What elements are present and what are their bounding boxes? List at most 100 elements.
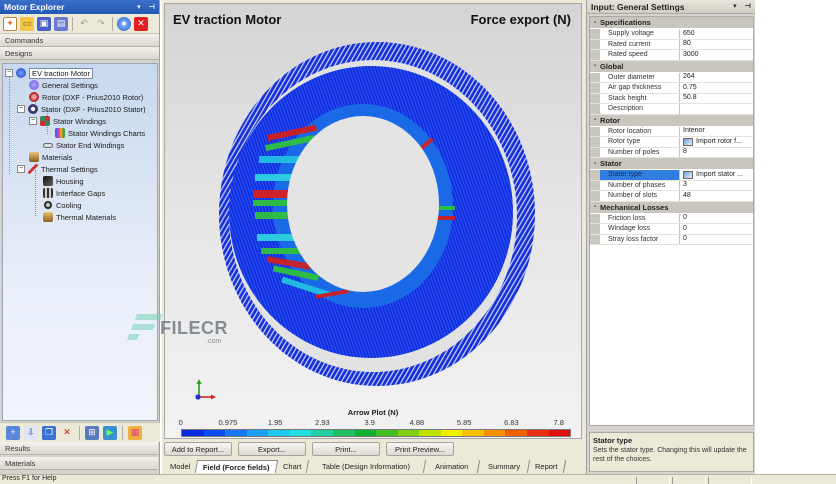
close-icon[interactable]: ✕ bbox=[134, 16, 148, 31]
property-value[interactable]: 0 bbox=[683, 235, 687, 243]
save-icon[interactable]: ▣ bbox=[37, 16, 51, 31]
tab-model[interactable]: Model bbox=[162, 460, 199, 473]
tree-item-stator[interactable]: − Stator (DXF - Prius2010 Stator) bbox=[17, 103, 146, 115]
property-row[interactable]: Rated current 80 bbox=[590, 39, 753, 50]
tab-table-design-information[interactable]: Table (Design Information) bbox=[307, 460, 427, 473]
import-icon[interactable]: ⇩ bbox=[24, 425, 38, 440]
new-icon[interactable]: ✦ bbox=[3, 16, 17, 31]
property-row[interactable]: Rated speed 3000 bbox=[590, 50, 753, 61]
tab-chart[interactable]: Chart bbox=[275, 460, 310, 473]
property-row[interactable]: Stray loss factor 0 bbox=[590, 234, 753, 245]
property-value[interactable]: 80 bbox=[683, 40, 691, 48]
property-row[interactable]: Number of phases 3 bbox=[590, 180, 753, 191]
export-button[interactable]: Export... bbox=[238, 442, 306, 456]
property-row[interactable]: Number of slots 48 bbox=[590, 191, 753, 202]
undo-icon[interactable]: ↶ bbox=[80, 18, 88, 28]
property-value[interactable] bbox=[680, 104, 753, 114]
property-value[interactable]: 8 bbox=[683, 148, 687, 156]
property-row[interactable]: Stack height 50.8 bbox=[590, 93, 753, 104]
property-row[interactable]: Rotor location Interior bbox=[590, 126, 753, 137]
pin-icon[interactable]: ⊣ bbox=[744, 3, 751, 10]
designs-section[interactable]: Designs bbox=[0, 47, 159, 60]
materials-icon bbox=[29, 152, 39, 162]
property-row[interactable]: Rotor type Import rotor f... bbox=[590, 137, 753, 148]
property-row[interactable]: Friction loss 0 bbox=[590, 213, 753, 224]
tree-item-rotor[interactable]: Rotor (DXF - Prius2010 Rotor) bbox=[29, 91, 143, 103]
commands-section[interactable]: Commands bbox=[0, 34, 159, 47]
property-row[interactable]: Number of poles 8 bbox=[590, 147, 753, 158]
tree-item-housing[interactable]: Housing bbox=[43, 175, 84, 187]
property-value[interactable]: Interior bbox=[683, 127, 705, 135]
force-field-viewport[interactable]: EV traction Motor Force export (N) bbox=[164, 3, 582, 439]
collapse-toggle-icon[interactable]: ▪ bbox=[593, 117, 597, 123]
print-button[interactable]: Print... bbox=[312, 442, 380, 456]
property-value[interactable]: 264 bbox=[683, 73, 695, 81]
collapse-toggle-icon[interactable]: ▪ bbox=[593, 63, 597, 69]
property-value[interactable]: 0 bbox=[683, 214, 687, 222]
collapse-toggle-icon[interactable]: ▪ bbox=[593, 19, 597, 26]
save-as-icon[interactable]: ▤ bbox=[54, 16, 68, 31]
tree-item-stator-end-windings[interactable]: Stator End Windings bbox=[43, 139, 124, 151]
property-row[interactable]: Air gap thickness 0.75 bbox=[590, 83, 753, 94]
tab-summary[interactable]: Summary bbox=[478, 460, 531, 473]
property-value[interactable]: 650 bbox=[683, 29, 695, 37]
category-specifications[interactable]: ▪ Specifications bbox=[590, 17, 753, 29]
import-file-icon[interactable] bbox=[683, 170, 693, 179]
import-file-icon[interactable] bbox=[683, 137, 693, 146]
add-design-icon[interactable]: + bbox=[6, 425, 20, 440]
tab-field-force-fields[interactable]: Field (Force fields) bbox=[196, 460, 279, 473]
tree-item-general-settings[interactable]: General Settings bbox=[29, 79, 98, 91]
category-rotor[interactable]: ▪ Rotor bbox=[590, 114, 753, 127]
legend-title: Arrow Plot (N) bbox=[347, 408, 399, 417]
property-value[interactable]: 0 bbox=[683, 224, 687, 232]
tab-report[interactable]: Report bbox=[527, 460, 566, 473]
tab-animation[interactable]: Animation bbox=[424, 460, 481, 473]
property-row[interactable]: Outer diameter 264 bbox=[590, 72, 753, 83]
tree-item-interface-gaps[interactable]: Interface Gaps bbox=[43, 187, 105, 199]
tree-item-ev-traction-motor[interactable]: − EV traction Motor bbox=[5, 67, 93, 79]
report-icon[interactable]: ▦ bbox=[128, 425, 142, 440]
help-icon[interactable]: ● bbox=[117, 16, 131, 31]
add-to-report-button[interactable]: Add to Report... bbox=[164, 442, 232, 456]
collapse-toggle[interactable]: − bbox=[17, 165, 25, 173]
collapse-toggle[interactable]: − bbox=[17, 105, 25, 113]
colorbar-segment bbox=[462, 430, 484, 436]
materials-section[interactable]: Materials bbox=[0, 457, 158, 470]
category-mechanical-losses[interactable]: ▪ Mechanical Losses bbox=[590, 201, 753, 214]
redo-icon[interactable]: ↷ bbox=[97, 18, 105, 28]
open-icon[interactable]: ▭ bbox=[20, 16, 34, 31]
panel-menu-icon[interactable]: ▾ bbox=[733, 3, 737, 10]
compare-icon[interactable]: ⊞ bbox=[85, 425, 99, 440]
delete-icon[interactable]: ✕ bbox=[63, 427, 71, 437]
tree-item-thermal-materials[interactable]: Thermal Materials bbox=[43, 211, 116, 223]
collapse-toggle[interactable]: − bbox=[5, 69, 13, 77]
tree-item-thermal-settings[interactable]: − Thermal Settings bbox=[17, 163, 98, 175]
pin-icon[interactable]: ⊣ bbox=[148, 4, 155, 11]
property-value[interactable]: 50.8 bbox=[683, 94, 697, 102]
category-global[interactable]: ▪ Global bbox=[590, 60, 753, 73]
property-row[interactable]: Windage loss 0 bbox=[590, 224, 753, 235]
property-value[interactable]: 0.75 bbox=[683, 83, 697, 91]
property-value[interactable]: 3 bbox=[683, 181, 687, 189]
panel-menu-icon[interactable]: ▾ bbox=[137, 4, 141, 11]
tree-item-materials[interactable]: Materials bbox=[29, 151, 72, 163]
tree-item-stator-windings-charts[interactable]: Stator Windings Charts bbox=[55, 127, 145, 139]
collapse-toggle[interactable]: − bbox=[29, 117, 37, 125]
property-value[interactable]: 48 bbox=[683, 191, 691, 199]
collapse-toggle-icon[interactable]: ▪ bbox=[593, 160, 597, 167]
property-row[interactable]: Supply voltage 650 bbox=[590, 29, 753, 40]
property-value[interactable]: Import stator ... bbox=[680, 170, 753, 180]
property-row-selected[interactable]: Stator type Import stator ... bbox=[590, 170, 753, 181]
solve-icon[interactable]: ▶ bbox=[103, 425, 117, 440]
property-row[interactable]: Description bbox=[590, 104, 753, 115]
print-preview-button[interactable]: Print Preview... bbox=[386, 442, 454, 456]
results-section[interactable]: Results bbox=[0, 442, 158, 455]
collapse-toggle-icon[interactable]: ▪ bbox=[593, 204, 597, 210]
property-value[interactable]: 3000 bbox=[683, 50, 699, 58]
duplicate-icon[interactable]: ❐ bbox=[42, 425, 56, 440]
tree-item-stator-windings[interactable]: − Stator Windings bbox=[29, 115, 106, 127]
status-text: Press F1 for Help bbox=[2, 475, 57, 482]
category-stator[interactable]: ▪ Stator bbox=[590, 158, 753, 170]
property-value[interactable]: Import rotor f... bbox=[680, 137, 753, 147]
tree-item-cooling[interactable]: Cooling bbox=[43, 199, 81, 211]
